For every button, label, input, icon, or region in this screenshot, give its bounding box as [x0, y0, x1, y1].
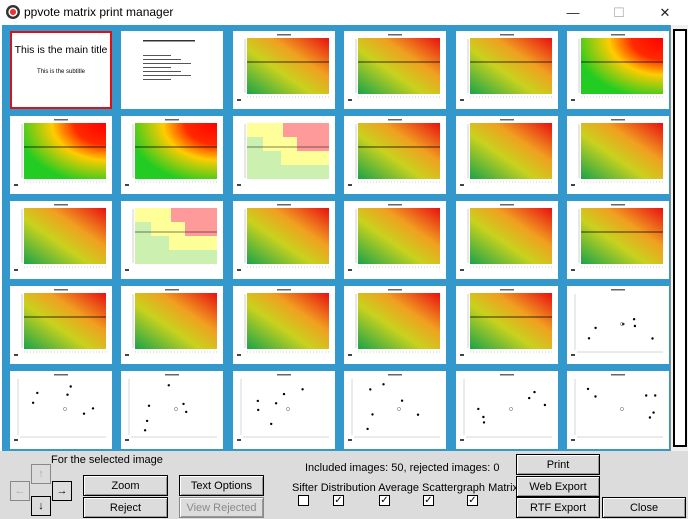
minimize-button[interactable]: — — [566, 5, 580, 20]
blocks-chart-icon — [237, 123, 329, 186]
move-right-button[interactable]: → — [52, 481, 72, 501]
image-counts: Included images: 50, rejected images: 0 — [305, 462, 500, 474]
gradient-noline-chart-icon — [14, 204, 106, 271]
blocks-chart-icon — [125, 208, 217, 271]
arrow-up-icon: ↑ — [38, 468, 44, 480]
thumbnail-30[interactable] — [567, 371, 669, 449]
thumbnail-11[interactable] — [456, 116, 558, 194]
thumbnail-27[interactable] — [233, 371, 335, 449]
window-title: ppvote matrix print manager — [24, 5, 174, 19]
thumbnail-19[interactable] — [10, 286, 112, 364]
thumbnail-20[interactable] — [121, 286, 223, 364]
rtf-export-button[interactable]: RTF Export — [516, 497, 600, 518]
thumbnail-12[interactable] — [567, 116, 669, 194]
average-checkbox[interactable]: ✓ — [379, 495, 390, 506]
gradient-noline-chart-icon — [460, 119, 552, 186]
scatter-chart-icon — [237, 374, 329, 441]
gradient-noline-chart-icon — [348, 289, 440, 356]
scatter-chart-icon — [14, 374, 106, 441]
thumbnail-13[interactable] — [10, 201, 112, 279]
web-export-button[interactable]: Web Export — [516, 476, 600, 497]
move-left-button[interactable]: ← — [10, 481, 30, 501]
gradient-noline-chart-icon — [460, 204, 552, 271]
app-icon — [6, 5, 20, 19]
print-button[interactable]: Print — [516, 454, 600, 475]
gradient-chart-icon — [460, 34, 552, 101]
thumbnail-25[interactable] — [10, 371, 112, 449]
scatter-chart-icon — [125, 374, 217, 441]
gradient-chart-icon — [237, 34, 329, 101]
thumbnail-24[interactable] — [567, 286, 669, 364]
thumbnail-10[interactable] — [344, 116, 446, 194]
close-window-button[interactable]: ✕ — [659, 4, 671, 20]
thumbnail-3[interactable] — [233, 31, 335, 109]
distribution-checkbox[interactable]: ✓ — [333, 495, 344, 506]
thumbnail-17[interactable] — [456, 201, 558, 279]
gradient-chart-icon — [460, 289, 552, 356]
include-types-label: Sifter Distribution Average Scattergraph… — [292, 482, 519, 494]
thumbnail-8[interactable] — [121, 116, 223, 194]
gradient-chart-icon — [348, 119, 440, 186]
arrow-right-icon: → — [56, 485, 68, 497]
matrix-checkbox[interactable]: ✓ — [467, 495, 478, 506]
sifter-checkbox[interactable] — [298, 495, 309, 506]
reject-button[interactable]: Reject — [83, 497, 168, 518]
move-up-button[interactable]: ↑ — [31, 464, 51, 484]
scatter-chart-icon — [571, 289, 663, 356]
gradient-noline-chart-icon — [237, 289, 329, 356]
gradient-noline-chart-icon — [125, 289, 217, 356]
scrollbar-thumb[interactable] — [673, 29, 687, 447]
thumbnail-18[interactable] — [567, 201, 669, 279]
control-panel: For the selected image ↑ ← → ↓ Zoom Reje… — [0, 451, 688, 519]
selected-image-label: For the selected image — [51, 454, 163, 466]
thumbnail-21[interactable] — [233, 286, 335, 364]
view-rejected-button[interactable]: View Rejected — [179, 497, 264, 518]
text-chart-icon — [143, 40, 195, 80]
thumbnail-22[interactable] — [344, 286, 446, 364]
thumbnail-5[interactable] — [456, 31, 558, 109]
thumbnail-23[interactable] — [456, 286, 558, 364]
zoom-button[interactable]: Zoom — [83, 475, 168, 496]
gradient-noline-chart-icon — [348, 204, 440, 271]
thumbnail-28[interactable] — [344, 371, 446, 449]
close-button[interactable]: Close — [602, 497, 686, 518]
maximize-button[interactable]: ☐ — [613, 4, 625, 20]
thumbnail-26[interactable] — [121, 371, 223, 449]
move-down-button[interactable]: ↓ — [31, 496, 51, 516]
thumbnail-2[interactable] — [121, 31, 223, 109]
gradient-noline-chart-icon — [237, 204, 329, 271]
text-options-button[interactable]: Text Options — [179, 475, 264, 496]
thumbnail-1[interactable]: This is the main title This is the subtit… — [10, 31, 112, 109]
thumbnail-9[interactable] — [233, 116, 335, 194]
thumbnail-7[interactable] — [10, 116, 112, 194]
thumbnail-29[interactable] — [456, 371, 558, 449]
thumbnail-16[interactable] — [344, 201, 446, 279]
title-bar: ppvote matrix print manager — ☐ ✕ — [0, 0, 688, 25]
scatter-chart-icon — [571, 374, 663, 441]
gradient-chart-icon — [571, 204, 663, 271]
vertical-scrollbar[interactable] — [670, 25, 688, 451]
scatter-chart-icon — [348, 374, 440, 441]
hot-chart-icon — [125, 119, 217, 186]
thumbnail-15[interactable] — [233, 201, 335, 279]
scattergraph-checkbox[interactable]: ✓ — [423, 495, 434, 506]
gradient-chart-icon — [14, 289, 106, 356]
thumbnail-6[interactable] — [567, 31, 669, 109]
title-page-subtitle: This is the subtitle — [36, 69, 86, 75]
arrow-down-icon: ↓ — [38, 500, 44, 512]
hot-chart-icon — [571, 34, 663, 101]
thumbnail-14[interactable] — [121, 201, 223, 279]
gradient-noline-chart-icon — [571, 119, 663, 186]
scatter-chart-icon — [460, 374, 552, 441]
arrow-left-icon: ← — [14, 485, 26, 497]
gradient-chart-icon — [348, 34, 440, 101]
title-page-main-title: This is the main title — [14, 44, 108, 56]
hot-chart-icon — [14, 119, 106, 186]
thumbnail-4[interactable] — [344, 31, 446, 109]
image-matrix: This is the main title This is the subtit… — [2, 25, 670, 451]
